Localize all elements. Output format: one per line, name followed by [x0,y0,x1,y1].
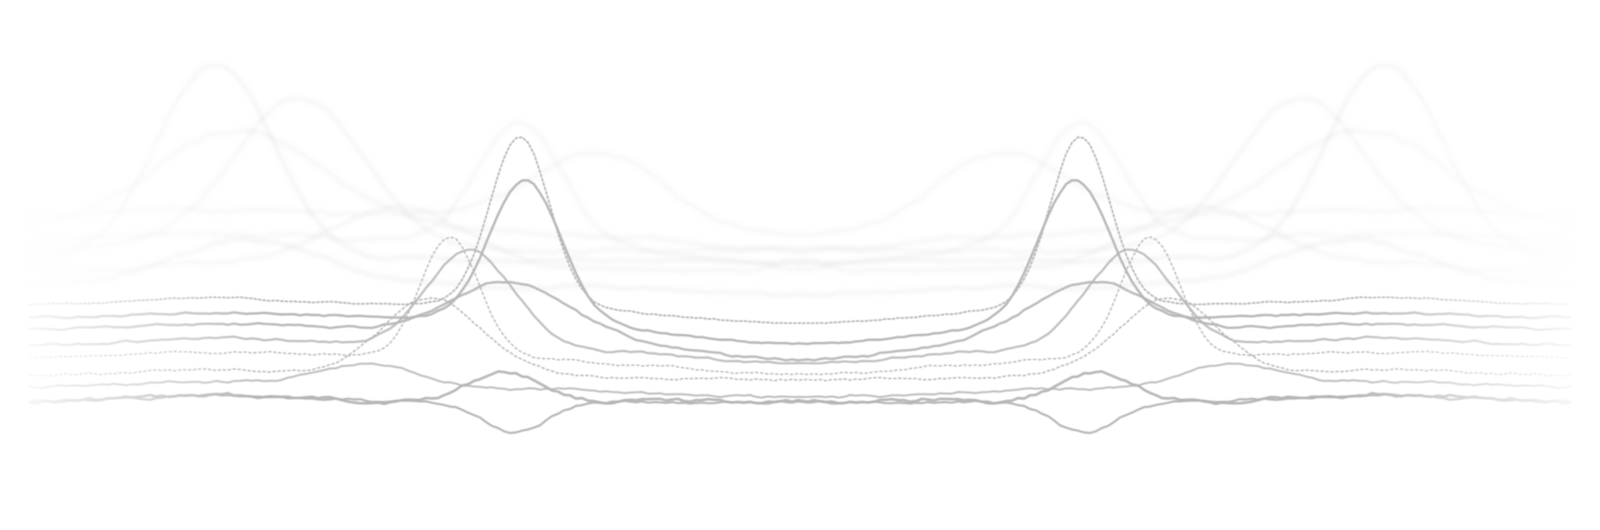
wave-line [28,280,1572,362]
ghost-wave-line [28,63,1572,265]
wave-line [28,248,1572,365]
wave-line [28,393,1572,435]
ghost-wave-line [28,128,1572,255]
wave-line [29,362,1571,399]
wave-line [29,236,1571,376]
ghost-wave-line [28,120,1572,267]
ghost-wave-line [28,204,1572,274]
ghost-wave-line [28,236,1572,298]
ghost-wave-layer [28,63,1572,298]
wave-line [28,370,1572,406]
wave-line [29,136,1571,325]
wave-line [28,179,1572,346]
wave-line-layer [28,136,1572,435]
ghost-wave-line [28,97,1572,255]
ghost-wave-line [28,150,1572,238]
